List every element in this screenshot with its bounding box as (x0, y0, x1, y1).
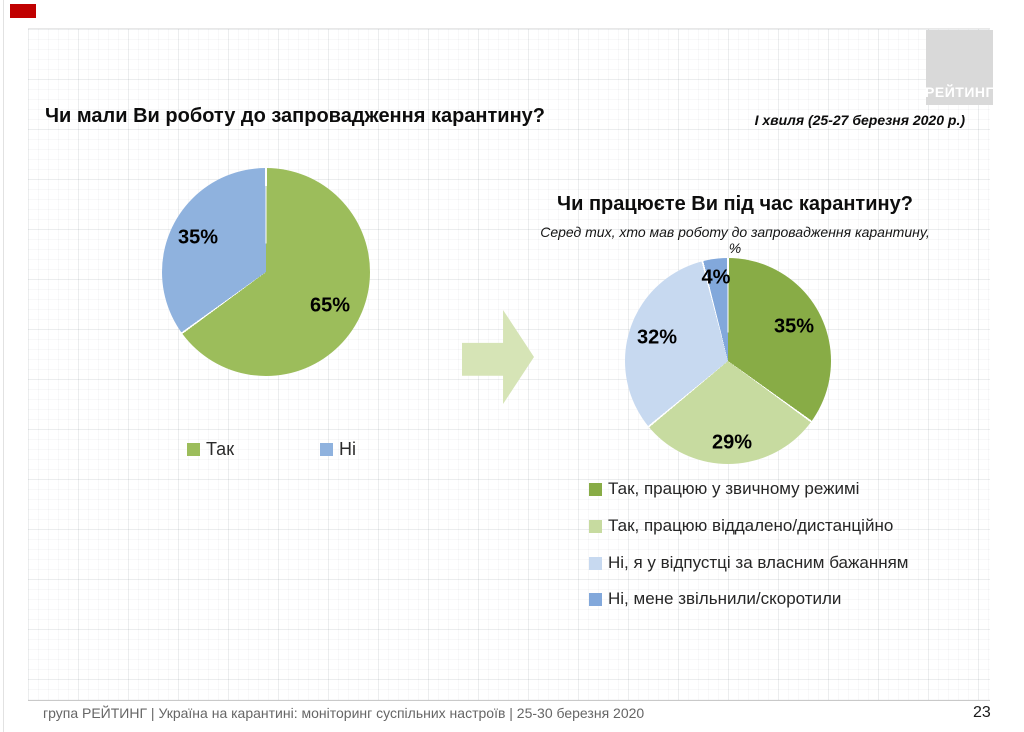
pie-chart-work-during-quarantine (625, 258, 831, 464)
pie2-value-label-remote: 29% (711, 431, 753, 454)
rating-logo-text: РЕЙТИНГ (925, 84, 994, 100)
pie-chart-work-before-quarantine (162, 168, 370, 376)
footer-source-line: група РЕЙТИНГ | Україна на карантині: мо… (43, 705, 645, 721)
brand-accent-mark (10, 4, 36, 18)
legend-label-fired: Ні, мене звільнили/скоротили (608, 589, 842, 608)
slide-title: Чи мали Ви роботу до запровадження каран… (45, 105, 546, 127)
wave-date-label: І хвиля (25-27 березня 2020 р.) (754, 112, 965, 128)
legend-label-tak: Так (206, 438, 235, 459)
pie2-value-label-fired: 4% (701, 266, 731, 289)
legend-swatch-remote (589, 519, 602, 533)
pie2-subtitle: Серед тих, хто мав роботу до запроваджен… (540, 224, 930, 256)
pie1-value-label-tak: 65% (309, 294, 351, 317)
rating-logo: РЕЙТИНГ (925, 30, 994, 105)
legend-label-vacation: Ні, я у відпустці за власним бажанням (608, 553, 909, 572)
legend-item-vacation: Ні, я у відпустці за власним бажанням (589, 553, 909, 573)
page-number: 23 (973, 704, 991, 721)
pie2-title: Чи працюєте Ви під час карантину? (557, 193, 913, 215)
legend-label-ni: Ні (339, 438, 356, 459)
pie2-value-label-vacation: 32% (636, 326, 678, 349)
legend-swatch-ni (320, 442, 333, 456)
legend-item-tak: Так (187, 439, 234, 459)
pie1-value-label-ni: 35% (177, 226, 219, 249)
legend-item-ni: Ні (320, 439, 356, 459)
slide-edge-line (3, 0, 4, 732)
legend-item-remote: Так, працюю віддалено/дистанційно (589, 516, 893, 536)
legend-item-fired: Ні, мене звільнили/скоротили (589, 589, 841, 609)
legend-label-remote: Так, працюю віддалено/дистанційно (608, 516, 894, 535)
legend-swatch-tak (187, 442, 200, 456)
pie2-value-label-normal: 35% (773, 315, 815, 338)
legend-swatch-normal-mode (589, 482, 602, 496)
legend-label-normal-mode: Так, працюю у звичному режимі (608, 479, 860, 498)
legend-item-normal-mode: Так, працюю у звичному режимі (589, 479, 859, 499)
legend-swatch-vacation (589, 556, 602, 570)
legend-swatch-fired (589, 592, 602, 606)
